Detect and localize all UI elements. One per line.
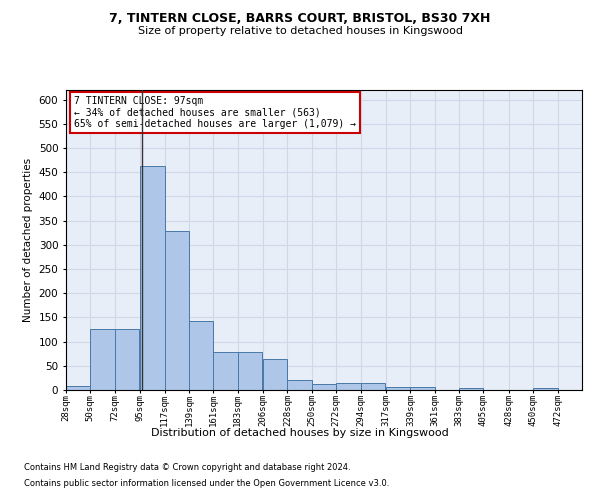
Text: Contains HM Land Registry data © Crown copyright and database right 2024.: Contains HM Land Registry data © Crown c… (24, 464, 350, 472)
Bar (66, 386, 91, 390)
Bar (287, 380, 312, 390)
Y-axis label: Number of detached properties: Number of detached properties (23, 158, 33, 322)
Bar (361, 382, 385, 390)
Text: Distribution of detached houses by size in Kingswood: Distribution of detached houses by size … (151, 428, 449, 438)
Bar (533, 388, 557, 390)
Bar (312, 384, 336, 390)
Text: 7, TINTERN CLOSE, BARRS COURT, BRISTOL, BS30 7XH: 7, TINTERN CLOSE, BARRS COURT, BRISTOL, … (109, 12, 491, 26)
Bar (410, 386, 435, 390)
Bar (140, 166, 164, 390)
Bar (336, 382, 361, 390)
Text: Contains public sector information licensed under the Open Government Licence v3: Contains public sector information licen… (24, 478, 389, 488)
Bar (189, 321, 213, 390)
Text: 7 TINTERN CLOSE: 97sqm
← 34% of detached houses are smaller (563)
65% of semi-de: 7 TINTERN CLOSE: 97sqm ← 34% of detached… (74, 96, 356, 129)
Bar (164, 232, 189, 390)
Text: Size of property relative to detached houses in Kingswood: Size of property relative to detached ho… (137, 26, 463, 36)
Bar (386, 386, 410, 390)
Bar (91, 328, 115, 390)
Bar (115, 328, 139, 390)
Bar (213, 352, 238, 390)
Bar (263, 358, 287, 390)
Bar (459, 388, 484, 390)
Bar (238, 352, 262, 390)
